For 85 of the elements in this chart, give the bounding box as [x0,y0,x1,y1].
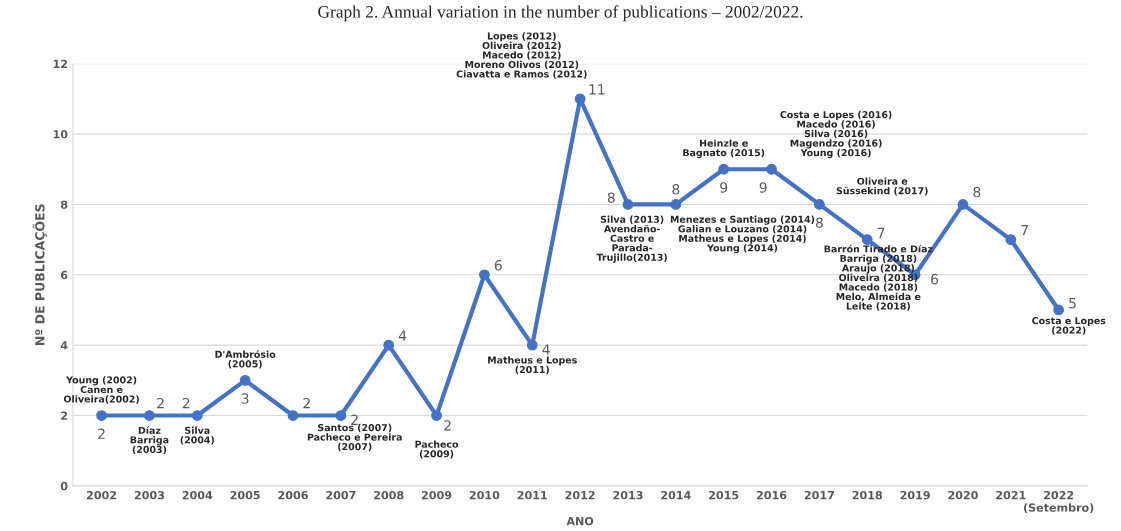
x-tick-label: 2015 [709,490,739,500]
chart-title: Graph 2. Annual variation in the number of publications – 2002/2022. [318,5,803,22]
point [335,410,347,421]
annotation: Heinzle e Bagnato (2015) [683,139,765,159]
data-label: 6 [494,259,502,271]
data-label: 8 [672,184,680,195]
x-tick-label: 2006 [278,490,308,500]
annotation: Menezes e Santiago (2014) Galian e Louzano (2014) Matheus e Lopes (2014) Young (2014) [670,215,815,254]
data-label: 8 [607,192,615,203]
y-tick-label: 4 [60,341,68,350]
annotation: Silva (2013) Avendaño- Castro e Parada- Trujillo(2013) [596,215,667,263]
point [574,93,586,105]
annotation: Díaz Barriga (2003) [130,426,169,455]
y-tick-label: 0 [60,481,68,491]
point [766,163,777,175]
data-label: 3 [241,393,249,404]
x-tick-label: 2011 [517,490,547,500]
point [622,199,634,210]
annotation: Costa e Lopes (2022) [1032,317,1106,335]
x-tick-label: 2021 [996,490,1026,500]
annotation: Young (2002) Canen e Oliveira(2002) [63,376,139,404]
y-tick-label: 12 [53,59,68,68]
annotation: Oliveira e Süssekind (2017) [836,177,928,196]
data-label: 4 [398,330,407,341]
x-tick-label: 2018 [852,490,883,500]
data-label: 8 [815,217,823,228]
x-tick-label: 2012 [565,490,595,500]
point [718,163,730,175]
point [957,199,969,210]
x-tick-label: 2002 [86,490,117,500]
x-tick-label: 2020 [948,490,978,500]
data-label: 7 [1021,224,1028,236]
point [144,410,155,421]
data-label: 2 [157,397,164,409]
x-tick-label: 2016 [756,490,787,500]
x-tick-label: 2014 [661,490,691,500]
annotation: Pacheco (2009) [415,440,459,459]
annotation: D'Ambrósio (2005) [215,350,276,369]
data-label: 11 [589,84,605,95]
x-tick-label: 2009 [421,490,452,500]
x-tick-label: 2007 [326,490,356,500]
point [383,339,395,351]
x-tick-label: 2022 (Setembro) [1024,490,1094,514]
x-tick-label: 2019 [900,490,930,500]
point [526,339,538,351]
annotation: Costa e Lopes (2016) Macedo (2016) Silva (2016) Magendzo (2016) Young (2016) [780,110,892,159]
data-label: 2 [182,397,190,409]
data-label: 9 [759,182,767,193]
x-tick-label: 2010 [469,490,500,500]
y-tick-label: 8 [60,200,68,209]
point [1005,234,1017,245]
x-tick-label: 2017 [804,490,834,500]
point [814,199,825,210]
data-label: 2 [303,397,310,409]
x-tick-label: 2008 [374,490,404,500]
data-label: 2 [351,414,358,425]
data-label: 2 [98,428,105,439]
point [191,410,203,421]
annotation: Silva (2004) [180,426,214,445]
data-label: 5 [1069,298,1076,309]
point [431,410,442,421]
data-label: 8 [973,186,981,198]
point [287,410,299,421]
point [96,410,107,421]
x-tick-label: 2003 [134,490,165,500]
annotation: Matheus e Lopes (2011) [488,356,577,375]
annotation: Lopes (2012) Oliveira (2012) Macedo (2012) Moreno Olivos (2012) Ciavatta e Ramos (2012) [456,32,587,79]
data-label: 4 [542,344,550,355]
x-tick-label: 2013 [613,490,643,500]
x-tick-label: 2004 [182,490,213,500]
y-tick-label: 10 [53,130,68,139]
data-label: 2 [444,420,451,431]
point [479,269,490,281]
point [1053,304,1065,316]
data-label: 6 [931,273,939,285]
y-axis-title: Nº DE PUBLICAÇÕES [32,204,47,346]
point [861,234,873,245]
data-label: 7 [877,227,885,238]
y-tick-label: 2 [61,411,68,420]
point [670,199,682,210]
data-label: 9 [720,182,728,193]
x-axis-title: ANO [566,516,594,526]
y-tick-label: 6 [60,270,68,280]
point [239,374,251,386]
x-tick-label: 2005 [230,490,260,500]
